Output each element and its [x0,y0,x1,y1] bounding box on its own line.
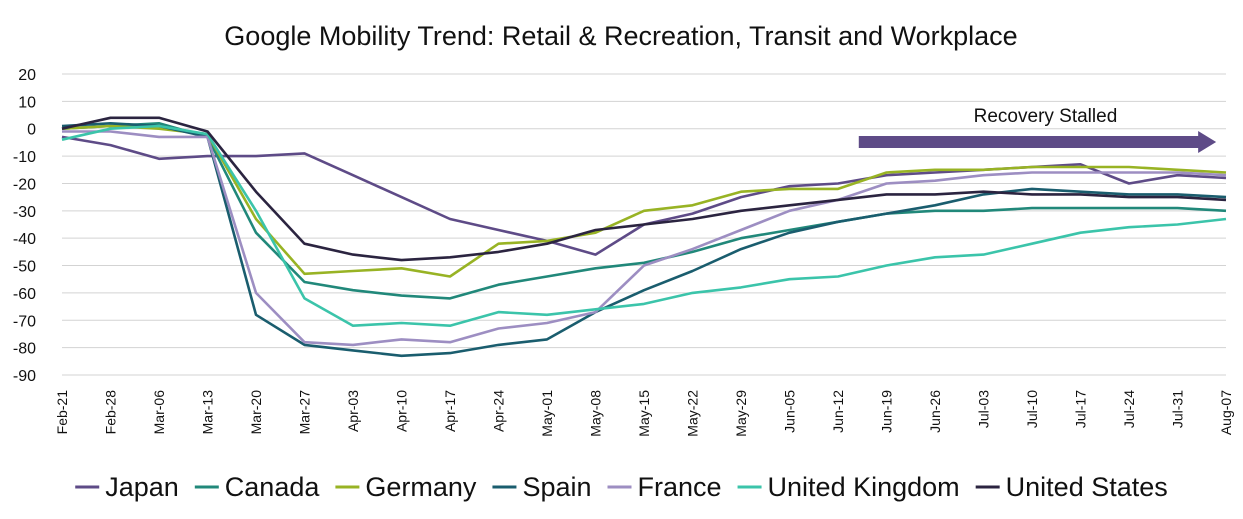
legend-label: Germany [365,472,477,502]
legend-label: Spain [522,472,591,502]
recovery-annotation: Recovery Stalled [858,106,1217,153]
x-tick-label: May-08 [588,390,604,437]
x-tick-label: Jul-10 [1024,390,1040,428]
series-line-spain [61,122,1227,358]
y-tick-label: 10 [18,94,36,111]
x-tick-label: Apr-03 [345,390,361,432]
x-tick-label: Feb-28 [103,390,119,435]
y-tick-label: 0 [27,122,36,139]
y-tick-label: -80 [13,341,36,358]
legend-item: Canada [194,472,321,502]
legend-label: France [638,472,722,502]
x-tick-label: May-01 [539,390,555,437]
x-tick-label: Jun-05 [782,390,798,433]
legend: Japan Canada Germany Spain France United King… [75,472,1168,502]
x-tick-label: Feb-21 [54,390,70,435]
recovery-label: Recovery Stalled [974,106,1118,127]
series-lines [61,116,1227,358]
y-tick-label: -90 [13,368,36,385]
y-tick-label: -50 [13,259,36,276]
series-line-france [62,130,1227,347]
chart-title: Google Mobility Trend: Retail & Recreati… [224,21,1017,51]
x-tick-label: Apr-10 [394,390,410,432]
series-line-united-kingdom [61,124,1227,328]
x-tick-label: Jul-31 [1170,390,1186,428]
x-tick-label: Mar-20 [248,390,264,435]
x-tick-label: May-22 [685,390,701,437]
legend-item: France [607,472,722,502]
x-tick-label: Jun-12 [830,390,846,433]
y-tick-label: -10 [13,149,36,166]
x-tick-label: Jun-26 [927,390,943,433]
series-line-canada [61,122,1227,300]
x-tick-label: Aug-07 [1218,390,1234,435]
x-tick-label: Jul-03 [976,390,992,428]
legend-label: United Kingdom [768,472,960,502]
legend-label: Japan [105,472,179,502]
x-axis-ticks: Feb-21 Feb-28 Mar-06 Mar-13 Mar-20 Mar-27 Apr-… [54,390,1234,437]
x-tick-label: Jun-19 [879,390,895,433]
legend-item: United States [975,472,1168,502]
legend-label: United States [1006,472,1168,502]
y-tick-label: -30 [13,204,36,221]
x-tick-label: May-29 [733,390,749,437]
x-tick-label: Mar-13 [200,390,216,435]
y-tick-label: -20 [13,176,36,193]
x-tick-label: May-15 [636,390,652,437]
series-line-germany [61,124,1227,278]
x-tick-label: Apr-24 [491,390,507,432]
y-tick-label: -70 [13,313,36,330]
y-axis-ticks: 20 10 0 -10 -20 -30 -40 -50 -60 -70 -80 -90 [13,67,36,385]
x-tick-label: Jul-17 [1073,390,1089,428]
x-tick-label: Apr-17 [442,390,458,432]
series-line-united-states [61,116,1227,262]
legend-item: Germany [335,472,477,502]
y-tick-label: -60 [13,286,36,303]
y-tick-label: 20 [18,67,36,84]
legend-label: Canada [225,472,321,502]
y-tick-label: -40 [13,231,36,248]
x-tick-label: Mar-27 [297,390,313,435]
legend-item: Japan [75,472,179,502]
legend-item: Spain [492,472,592,502]
recovery-arrow [858,131,1217,153]
legend-item: United Kingdom [737,472,960,502]
x-tick-label: Jul-24 [1121,390,1137,428]
x-tick-label: Mar-06 [151,390,167,435]
